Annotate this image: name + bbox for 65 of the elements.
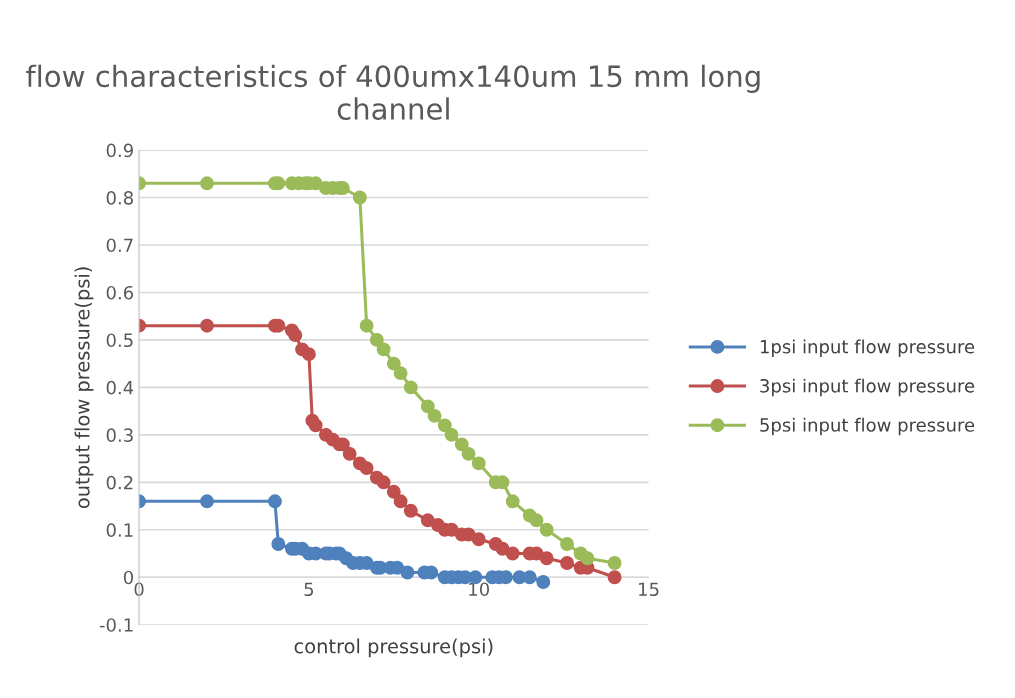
point: [522, 570, 537, 585]
point: [560, 556, 575, 570]
point: [267, 494, 282, 509]
point: [386, 356, 401, 371]
point: [454, 437, 469, 452]
point: [301, 347, 316, 362]
y-tick-label: 0.5: [106, 333, 133, 348]
point: [461, 446, 476, 461]
y-tick-label: 0.4: [106, 380, 134, 395]
y-tick-label: 0.3: [106, 428, 133, 442]
y-tick-label: 0.9: [106, 143, 133, 158]
x-axis-title: control pressure(psi): [294, 638, 493, 658]
y-tick-label: 0.2: [106, 475, 133, 490]
y-tick-label: -0.1: [99, 618, 133, 632]
y-tick-label: 0.1: [106, 523, 133, 537]
point: [420, 513, 435, 528]
legend-label: 3psi input flow pressure: [760, 378, 975, 397]
point: [393, 366, 408, 381]
point: [403, 380, 418, 395]
point: [427, 408, 442, 423]
point: [539, 522, 554, 537]
y-tick-label: 0: [123, 570, 133, 585]
point: [376, 342, 391, 357]
point: [200, 494, 214, 509]
point: [386, 484, 401, 499]
point: [342, 446, 357, 461]
point: [607, 570, 622, 585]
point: [444, 427, 459, 442]
point: [536, 575, 551, 589]
x-tick-label: 10: [469, 582, 490, 597]
point: [308, 418, 323, 433]
point: [359, 318, 374, 333]
point: [359, 461, 374, 476]
x-tick-label: 15: [639, 582, 659, 597]
point: [560, 537, 575, 551]
chart-title: flow characteristics of 400umx140um 15 mm long channel: [26, 64, 760, 120]
point: [420, 399, 435, 414]
point: [376, 475, 391, 490]
point: [505, 546, 520, 561]
point: [352, 190, 367, 205]
legend-label: 1psi input flow pressure: [760, 339, 975, 357]
point: [200, 318, 214, 333]
y-tick-label: 0.6: [106, 285, 134, 300]
point: [437, 418, 452, 433]
point: [403, 503, 418, 518]
point: [471, 532, 486, 547]
point: [400, 565, 415, 580]
point: [200, 176, 214, 191]
y-tick-label: 0.8: [106, 190, 133, 205]
point: [539, 551, 554, 566]
point: [393, 494, 408, 509]
point: [529, 513, 544, 528]
point: [580, 551, 595, 566]
x-tick-label: 0: [134, 582, 144, 597]
point: [495, 541, 510, 556]
y-axis-title: output flow pressure(psi): [74, 267, 94, 509]
point: [288, 328, 303, 343]
legend-label: 5psi input flow pressure: [760, 417, 975, 436]
point: [471, 456, 486, 471]
y-tick-label: 0.7: [106, 238, 133, 253]
point: [505, 494, 520, 509]
point: [369, 332, 384, 347]
x-tick-label: 5: [304, 582, 314, 597]
point: [607, 556, 622, 570]
point: [271, 537, 286, 551]
